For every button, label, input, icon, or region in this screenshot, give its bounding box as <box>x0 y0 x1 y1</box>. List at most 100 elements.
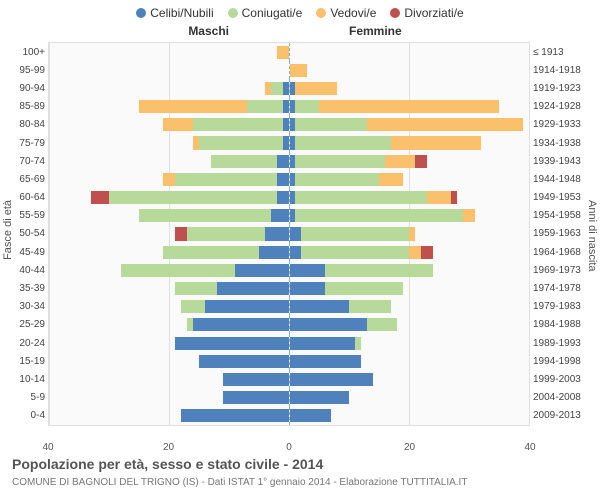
female-side <box>290 261 530 279</box>
birth-year-label: 1919-1923 <box>533 83 597 94</box>
birth-year-label: 1999-2003 <box>533 374 597 385</box>
age-row: 45-491964-1968 <box>49 243 529 261</box>
age-label: 40-44 <box>3 265 45 276</box>
age-row: 100+≤ 1913 <box>49 43 529 61</box>
segment <box>205 300 289 313</box>
bar <box>290 300 530 313</box>
age-label: 75-79 <box>3 138 45 149</box>
legend-label: Celibi/Nubili <box>150 6 213 20</box>
bar <box>49 264 289 277</box>
segment <box>290 246 302 259</box>
age-label: 35-39 <box>3 283 45 294</box>
age-label: 70-74 <box>3 156 45 167</box>
age-row: 35-391974-1978 <box>49 279 529 297</box>
segment <box>325 282 403 295</box>
birth-year-label: 2009-2013 <box>533 410 597 421</box>
male-side <box>49 43 290 61</box>
x-tick: 20 <box>163 442 174 453</box>
male-side <box>49 61 290 79</box>
age-label: 80-84 <box>3 119 45 130</box>
bar <box>290 191 530 204</box>
segment <box>211 155 277 168</box>
segment <box>385 155 415 168</box>
bar <box>49 337 289 350</box>
age-label: 95-99 <box>3 65 45 76</box>
birth-year-label: 1934-1938 <box>533 138 597 149</box>
segment <box>199 355 289 368</box>
male-side <box>49 261 290 279</box>
legend-dot-icon <box>228 8 238 18</box>
female-side <box>290 389 530 407</box>
age-row: 65-691944-1948 <box>49 170 529 188</box>
birth-year-label: 1959-1963 <box>533 228 597 239</box>
male-side <box>49 225 290 243</box>
bar <box>290 82 530 95</box>
bar <box>49 282 289 295</box>
x-tick: 40 <box>524 442 535 453</box>
bar <box>49 46 289 59</box>
age-label: 0-4 <box>3 410 45 421</box>
male-side <box>49 298 290 316</box>
female-side <box>290 298 530 316</box>
gridline <box>529 43 530 425</box>
segment <box>295 100 319 113</box>
female-header: Femmine <box>289 24 530 38</box>
segment <box>259 246 289 259</box>
segment <box>290 227 302 240</box>
bar <box>290 155 530 168</box>
segment <box>271 209 289 222</box>
birth-year-label: 1939-1943 <box>533 156 597 167</box>
x-tick: 40 <box>42 442 53 453</box>
segment <box>290 300 350 313</box>
bar <box>290 100 530 113</box>
age-label: 65-69 <box>3 174 45 185</box>
male-side <box>49 98 290 116</box>
legend-item: Divorziati/e <box>390 6 463 20</box>
male-side <box>49 316 290 334</box>
female-side <box>290 316 530 334</box>
age-row: 20-241989-1993 <box>49 334 529 352</box>
segment <box>283 118 289 131</box>
segment <box>283 136 289 149</box>
bar <box>290 118 530 131</box>
segment <box>295 173 379 186</box>
male-side <box>49 279 290 297</box>
age-row: 60-641949-1953 <box>49 189 529 207</box>
female-side <box>290 43 530 61</box>
female-side <box>290 189 530 207</box>
segment <box>181 409 289 422</box>
male-side <box>49 207 290 225</box>
segment <box>181 300 205 313</box>
segment <box>217 282 289 295</box>
segment <box>415 155 427 168</box>
bar <box>290 264 530 277</box>
segment <box>121 264 235 277</box>
female-side <box>290 152 530 170</box>
bar <box>49 318 289 331</box>
bar <box>290 46 530 59</box>
segment <box>290 264 326 277</box>
age-label: 55-59 <box>3 210 45 221</box>
bar <box>49 136 289 149</box>
segment <box>295 209 463 222</box>
bar <box>49 227 289 240</box>
male-side <box>49 116 290 134</box>
segment <box>295 155 385 168</box>
age-label: 50-54 <box>3 228 45 239</box>
segment <box>187 227 265 240</box>
bar <box>290 355 530 368</box>
segment <box>290 391 350 404</box>
column-headers: Maschi Femmine <box>0 24 600 38</box>
segment <box>409 246 421 259</box>
segment <box>295 136 391 149</box>
legend-item: Coniugati/e <box>228 6 303 20</box>
male-side <box>49 352 290 370</box>
bar <box>49 100 289 113</box>
segment <box>451 191 457 204</box>
legend-item: Celibi/Nubili <box>136 6 213 20</box>
segment <box>175 227 187 240</box>
age-row: 70-741939-1943 <box>49 152 529 170</box>
segment <box>163 118 193 131</box>
birth-year-label: 1979-1983 <box>533 301 597 312</box>
female-side <box>290 334 530 352</box>
